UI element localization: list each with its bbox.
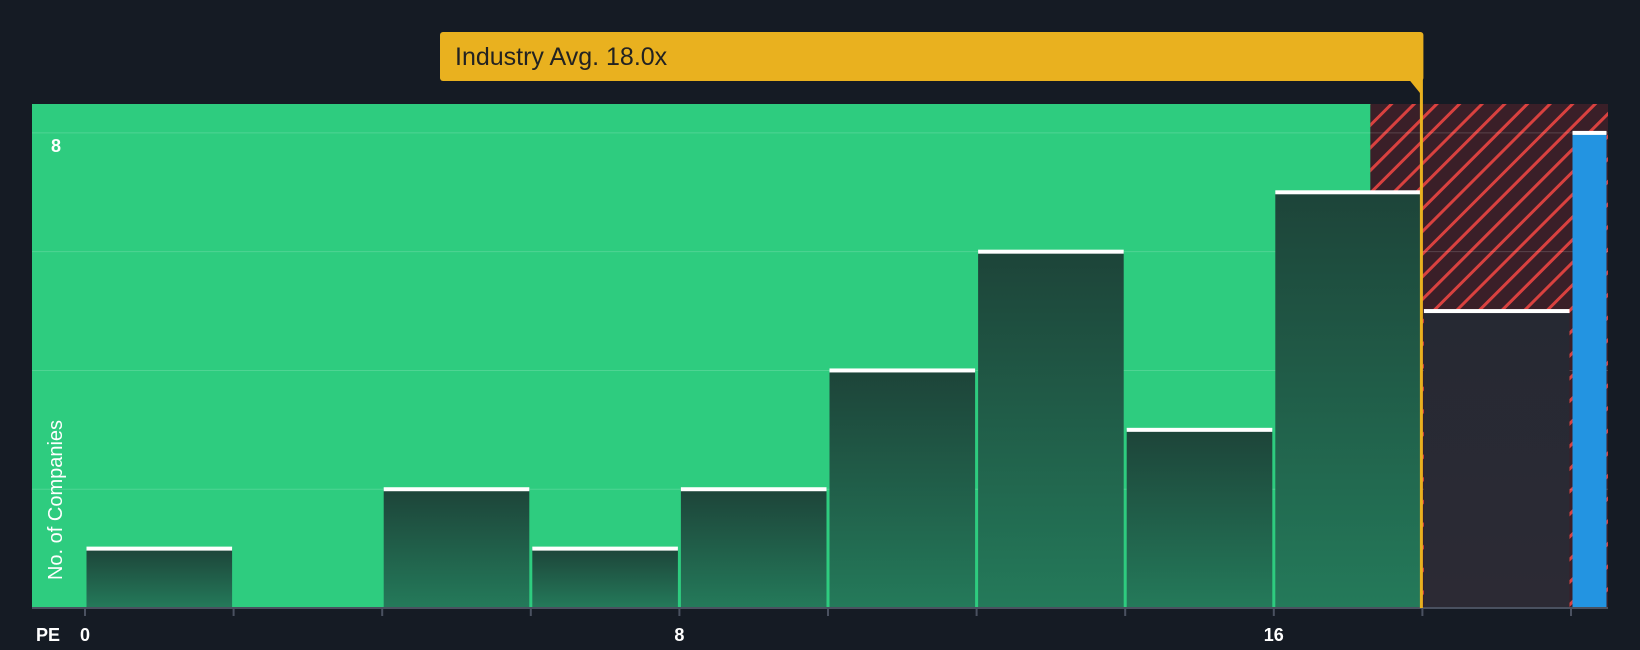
bars: 8: [51, 130, 1607, 609]
y-tick-label: 8: [51, 136, 61, 156]
y-axis-label: No. of Companies: [45, 420, 67, 580]
bar-cap-0: [86, 546, 233, 551]
bar-cap-10: [1572, 130, 1607, 135]
x-tick-label: 0: [80, 625, 90, 645]
bar-2: [383, 489, 530, 608]
markers: Industry Avg. 18.0xWEC 21.4x: [440, 32, 1424, 608]
bar-3: [532, 548, 678, 608]
x-axis: 0816243240+: [32, 607, 1608, 645]
bar-6: [978, 251, 1124, 608]
x-axis-label: PE: [36, 625, 60, 645]
industry-avg-callout: [440, 32, 1424, 81]
bar-cap-4: [680, 487, 827, 492]
bar-cap-9: [1423, 309, 1570, 314]
bar-cap-2: [383, 487, 530, 492]
bar-9: [1423, 311, 1570, 608]
bar-cap-7: [1126, 427, 1273, 432]
bar-cap-6: [978, 249, 1124, 254]
bar-4: [680, 489, 827, 608]
x-tick-label: 16: [1264, 625, 1284, 645]
bar-cap-3: [532, 546, 678, 551]
bar-cap-8: [1275, 190, 1421, 195]
bar-8: [1275, 192, 1421, 609]
bar-cap-5: [829, 368, 976, 373]
bar-7: [1126, 429, 1273, 608]
bar-5: [829, 370, 976, 608]
x-tick-label: 8: [674, 625, 684, 645]
industry-avg-label: Industry Avg. 18.0x: [455, 43, 668, 71]
industry-avg-pointer: [1409, 80, 1423, 96]
bar-0: [86, 548, 233, 608]
bar-10: [1572, 132, 1607, 608]
